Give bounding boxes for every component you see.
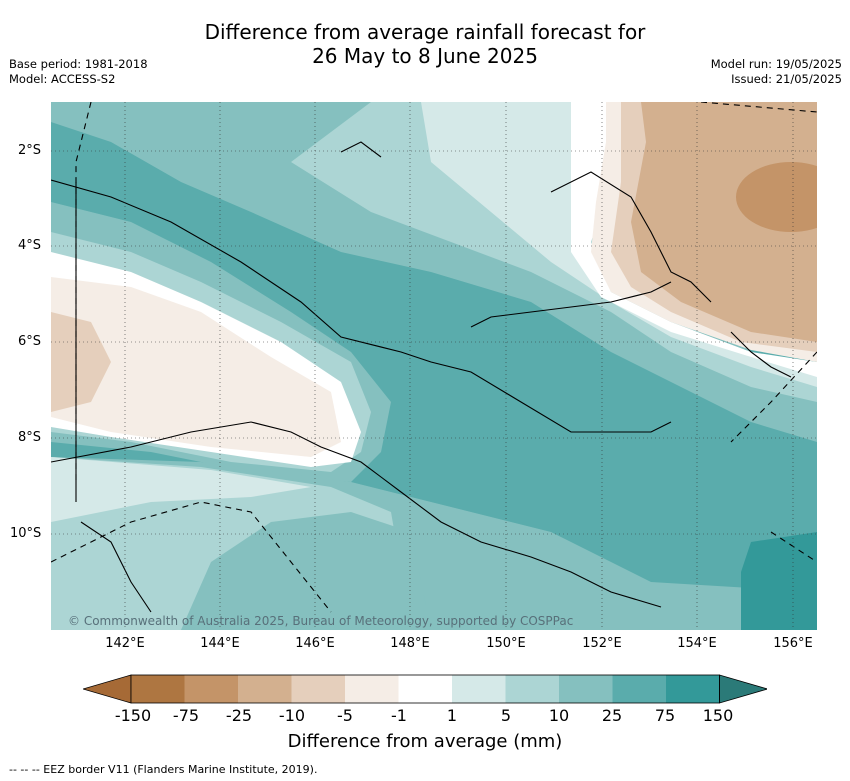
x-tick-144e: 144°E <box>200 636 240 651</box>
colorbar-segment <box>184 675 238 703</box>
south-band-4 <box>181 512 431 630</box>
x-tick-142e: 142°E <box>105 636 145 651</box>
contour-neg25-neg10 <box>631 102 817 342</box>
model-run: Model run: 19/05/2025 <box>710 57 842 71</box>
title-line-2: 26 May to 8 June 2025 <box>312 44 538 68</box>
west-band-4 <box>51 277 341 457</box>
colorbar-label: 25 <box>601 706 623 725</box>
y-tick-2s: 2°S <box>18 143 42 158</box>
colorbar-segment <box>505 675 559 703</box>
bougainville-coast <box>730 331 792 378</box>
colorbar-segment <box>452 675 506 703</box>
colorbar-label: 1 <box>446 706 458 725</box>
colorbar-segment <box>612 675 666 703</box>
x-tick-146e: 146°E <box>295 636 335 651</box>
contour-neg75-neg25 <box>736 162 817 232</box>
eez-southeast <box>770 531 817 563</box>
y-tick-4s: 4°S <box>18 238 42 253</box>
y-tick-10s: 10°S <box>10 526 42 541</box>
colorbar-extend-right <box>719 674 767 704</box>
new-ireland-coast <box>550 171 712 303</box>
colorbar <box>83 674 767 704</box>
colorbar-label: 75 <box>654 706 676 725</box>
colorbar-label: 10 <box>548 706 570 725</box>
meta-left: Base period: 1981-2018 Model: ACCESS-S2 <box>9 57 148 87</box>
colorbar-label: 150 <box>702 706 734 725</box>
colorbar-label: -75 <box>172 706 200 725</box>
coastlines <box>51 141 792 613</box>
eez-borders <box>51 102 817 613</box>
colorbar-label: -1 <box>391 706 407 725</box>
y-tick-8s: 8°S <box>18 430 42 445</box>
eez-east <box>730 351 817 443</box>
contour-neg1-1 <box>571 102 817 377</box>
eez-south <box>51 501 332 613</box>
gridlines <box>51 102 817 630</box>
colorbar-segment <box>559 675 613 703</box>
y-tick-6s: 6°S <box>18 334 42 349</box>
map-title: Difference from average rainfall forecas… <box>0 20 850 68</box>
coastline-south <box>51 421 662 608</box>
colorbar-outline <box>130 674 720 704</box>
x-tick-152e: 152°E <box>582 636 622 651</box>
new-britain-coast <box>470 281 672 328</box>
title-line-1: Difference from average rainfall forecas… <box>204 20 646 44</box>
meta-right: Model run: 19/05/2025 Issued: 21/05/2025 <box>711 57 842 87</box>
cape-york-coast <box>80 521 152 613</box>
colorbar-segment <box>345 675 399 703</box>
eez-west <box>75 102 92 482</box>
x-tick-156e: 156°E <box>773 636 813 651</box>
coastline-north <box>51 179 672 433</box>
base-period: Base period: 1981-2018 <box>9 57 148 71</box>
x-tick-154e: 154°E <box>677 636 717 651</box>
model-name: Model: ACCESS-S2 <box>9 72 116 86</box>
colorbar-label: -5 <box>337 706 353 725</box>
colorbar-title: Difference from average (mm) <box>287 731 563 752</box>
colorbar-segment <box>131 675 185 703</box>
colorbar-segment <box>666 675 720 703</box>
contour-1-5 <box>421 102 817 387</box>
eez-north <box>700 102 817 113</box>
colorbar-segment <box>238 675 292 703</box>
x-tick-150e: 150°E <box>486 636 526 651</box>
colorbar-extend-left <box>83 674 132 704</box>
eez-legend-note: -- -- -- EEZ border V11 (Flanders Marine… <box>9 763 318 776</box>
colorbar-segment <box>291 675 345 703</box>
contour-5-10 <box>51 102 817 442</box>
issued-date: Issued: 21/05/2025 <box>731 72 842 86</box>
colorbar-segments <box>83 674 767 704</box>
manus-coast <box>340 141 382 158</box>
colorbar-label: -25 <box>225 706 253 725</box>
colorbar-segment <box>398 675 452 703</box>
copyright-text: © Commonwealth of Australia 2025, Bureau… <box>68 614 574 628</box>
colorbar-label: -150 <box>114 706 152 725</box>
contour-75-150 <box>741 532 817 630</box>
south-band-3 <box>51 457 311 522</box>
west-band-5 <box>51 312 111 412</box>
rainfall-map <box>51 102 817 630</box>
x-tick-148e: 148°E <box>390 636 430 651</box>
colorbar-label: -10 <box>278 706 306 725</box>
colorbar-label: 5 <box>500 706 512 725</box>
map-svg <box>51 102 817 630</box>
